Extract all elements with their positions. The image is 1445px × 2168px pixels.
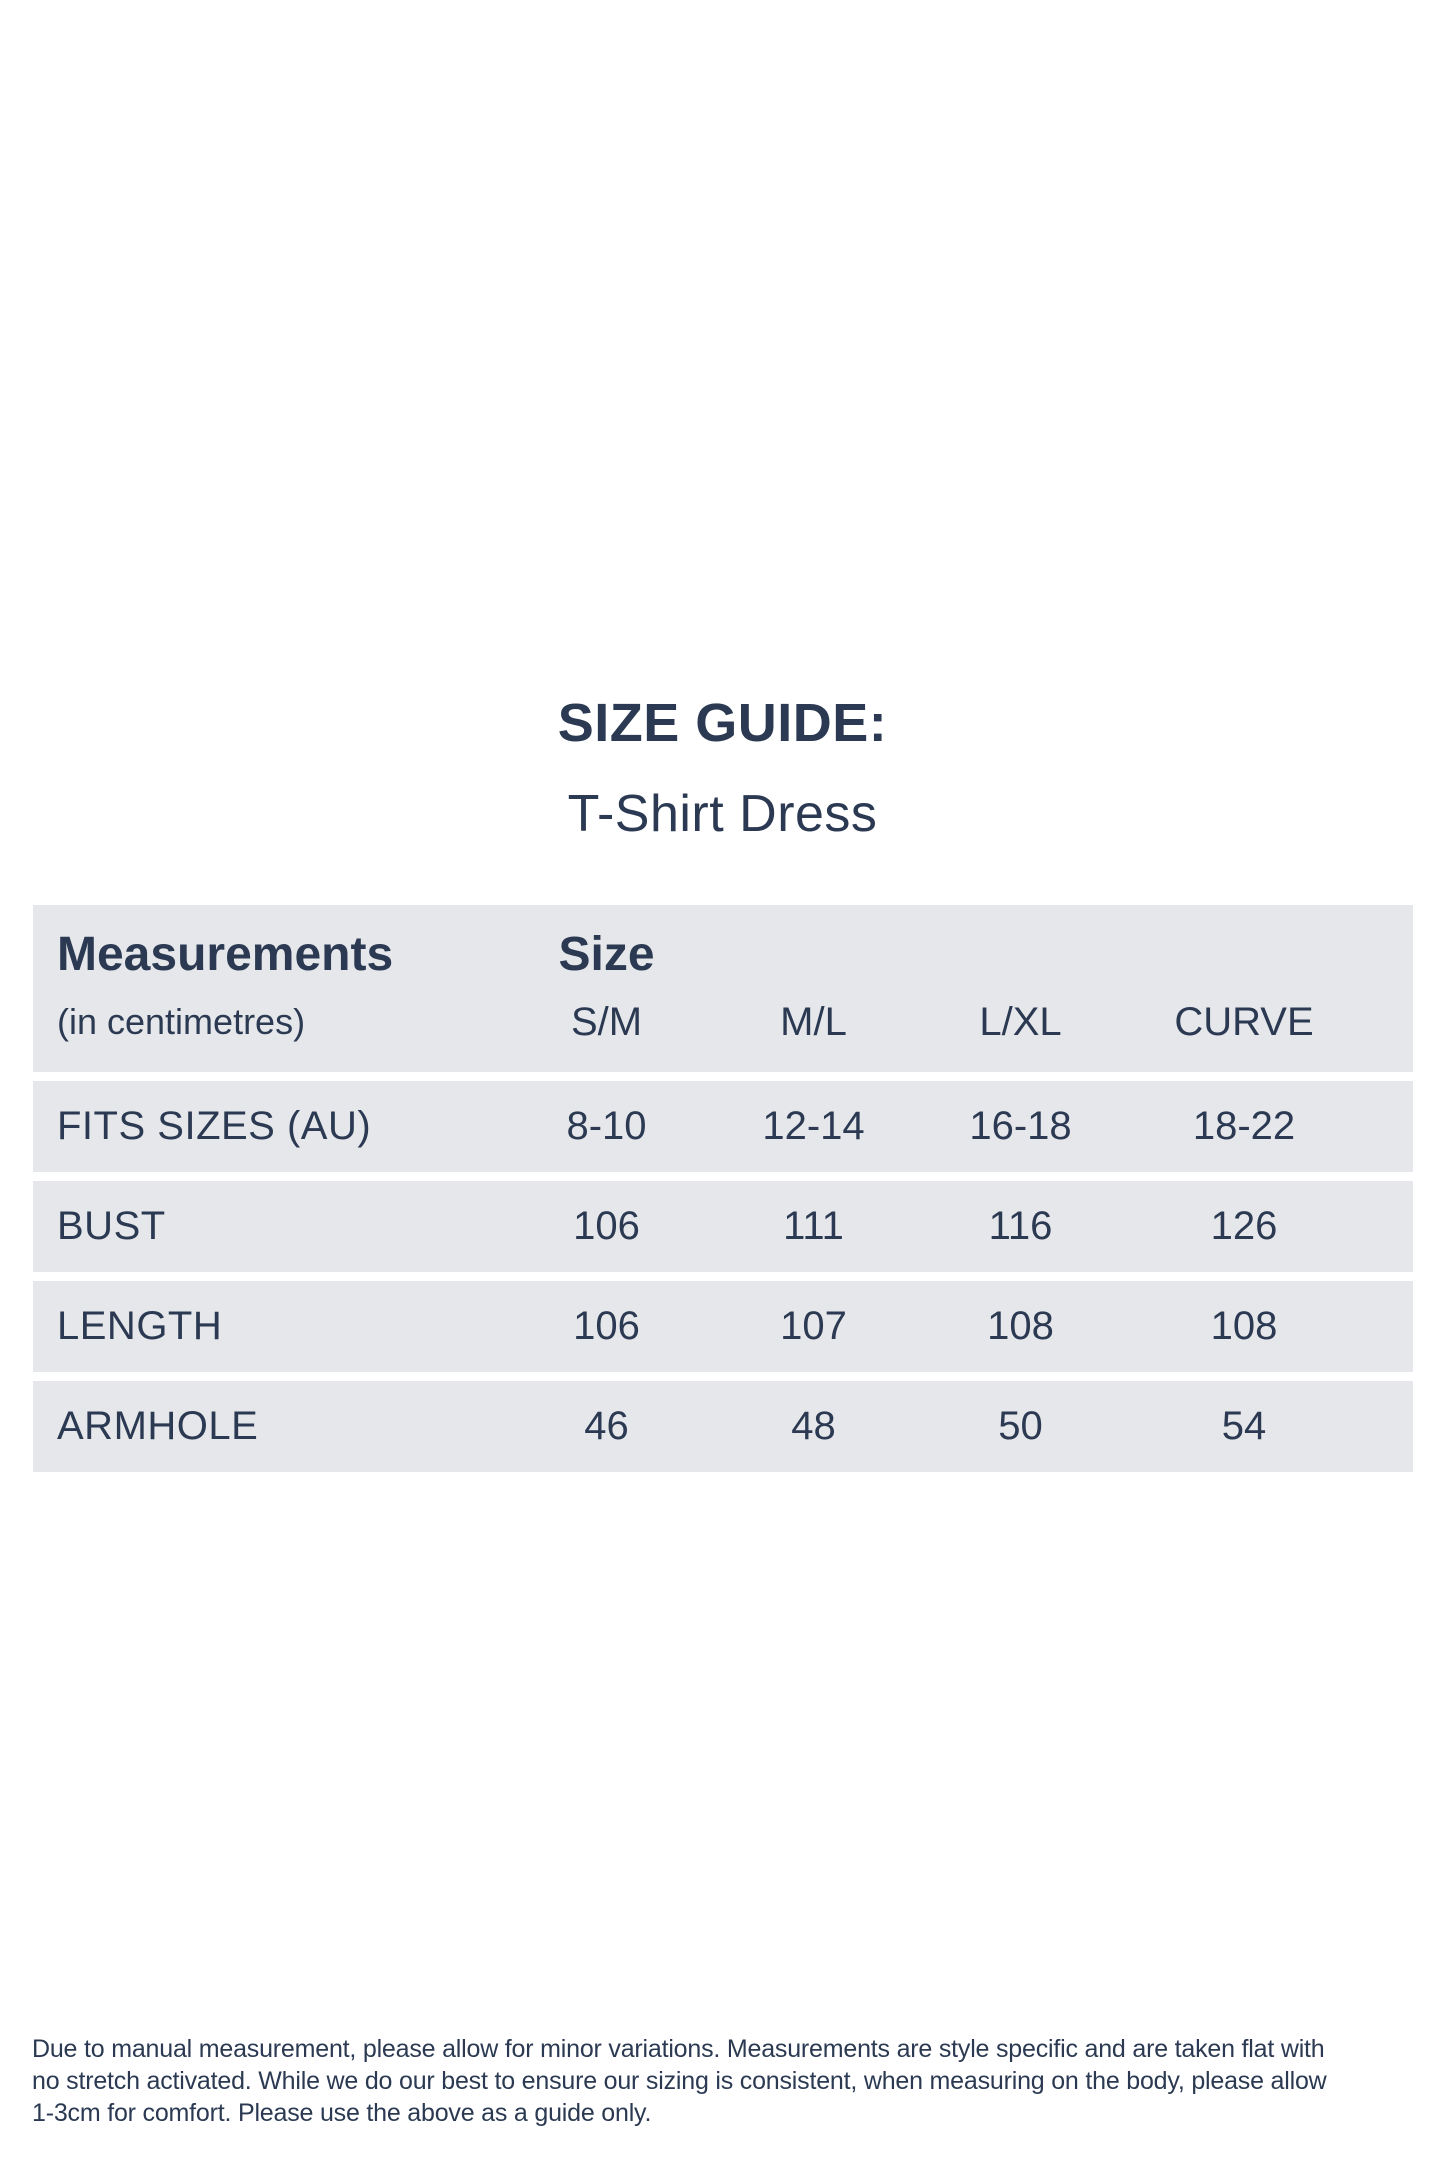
table-row-bust: BUST 106 111 116 126: [33, 1181, 1413, 1272]
disclaimer-line: Due to manual measurement, please allow …: [32, 2035, 1325, 2063]
size-guide-table: Measurements Size (in centimetres) S/M M…: [33, 905, 1413, 1472]
cell-value: 8-10: [566, 1104, 647, 1148]
column-header-sm: S/M: [570, 1000, 643, 1044]
cell-value: 12-14: [762, 1104, 865, 1148]
page-subtitle: T-Shirt Dress: [567, 785, 878, 843]
column-header-lxl: L/XL: [979, 1000, 1062, 1044]
cell-value: 18-22: [1192, 1104, 1296, 1148]
column-header-curve: CURVE: [1174, 1000, 1314, 1044]
table-row-length: LENGTH 106 107 108 108: [33, 1281, 1413, 1372]
title-block: SIZE GUIDE: T-Shirt Dress: [0, 696, 1445, 840]
row-label: ARMHOLE: [57, 1404, 259, 1448]
cell-value: 108: [1210, 1304, 1278, 1348]
cell-value: 48: [791, 1404, 836, 1448]
row-label: FITS SIZES (AU): [57, 1104, 372, 1148]
disclaimer-note: Due to manual measurement, please allow …: [32, 2033, 1422, 2129]
cell-value: 126: [1210, 1204, 1278, 1248]
cell-value: 111: [783, 1204, 844, 1248]
table-row-armhole: ARMHOLE 46 48 50 54: [33, 1381, 1413, 1472]
disclaimer-line: 1-3cm for comfort. Please use the above …: [32, 2099, 652, 2127]
cell-value: 46: [584, 1404, 629, 1448]
cell-value: 54: [1221, 1404, 1267, 1448]
measurements-unit-label: (in centimetres): [57, 1001, 306, 1042]
disclaimer-line: no stretch activated. While we do our be…: [32, 2067, 1327, 2095]
cell-value: 107: [780, 1304, 847, 1348]
column-header-ml: M/L: [780, 1000, 847, 1044]
cell-value: 106: [573, 1204, 640, 1248]
row-label: LENGTH: [57, 1304, 223, 1348]
cell-value: 116: [988, 1204, 1053, 1248]
cell-value: 106: [573, 1304, 640, 1348]
size-header-label: Size: [558, 928, 655, 981]
cell-value: 16-18: [969, 1104, 1072, 1148]
table-row-fits-sizes: FITS SIZES (AU) 8-10 12-14 16-18 18-22: [33, 1081, 1413, 1172]
row-label: BUST: [57, 1204, 166, 1248]
measurements-header-label: Measurements: [57, 928, 394, 981]
cell-value: 108: [987, 1304, 1054, 1348]
page-title: SIZE GUIDE:: [557, 693, 888, 753]
cell-value: 50: [998, 1404, 1043, 1448]
table-header: Measurements Size (in centimetres) S/M M…: [33, 905, 1413, 1072]
